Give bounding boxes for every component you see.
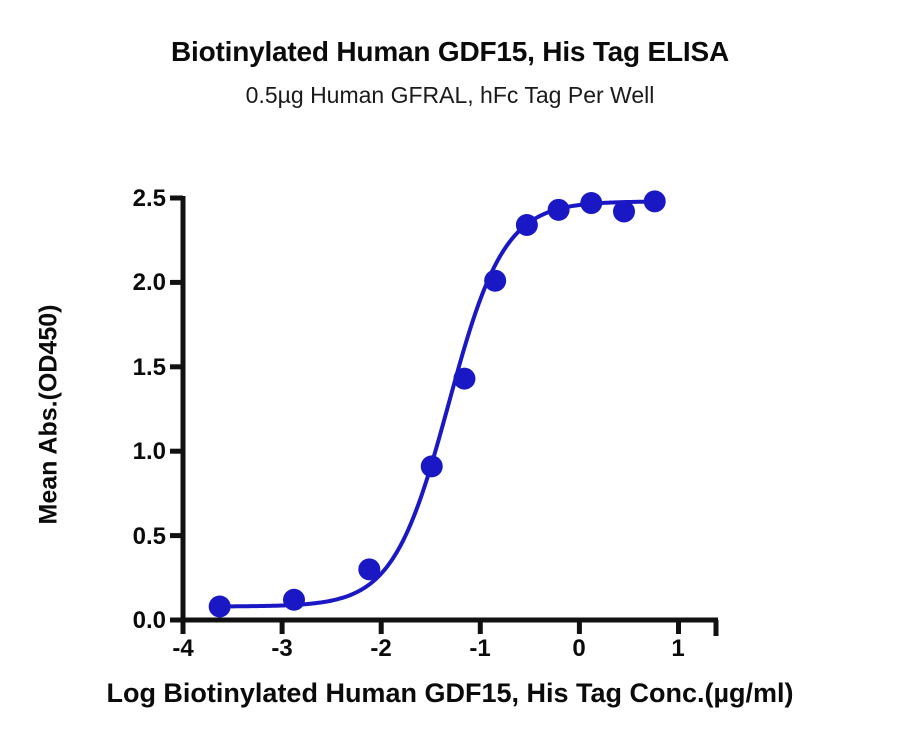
data-point — [358, 558, 381, 581]
x-tick-label--1: -1 — [469, 635, 491, 662]
data-point — [484, 269, 507, 292]
data-point — [453, 367, 476, 390]
data-point — [547, 198, 570, 221]
x-tick-label--3: -3 — [271, 635, 293, 662]
data-point — [515, 214, 538, 237]
x-tick-label--4: -4 — [172, 635, 194, 662]
data-point — [613, 200, 635, 223]
x-tick-label-1: 1 — [671, 635, 685, 662]
y-tick-label-2.5: 2.5 — [132, 185, 166, 212]
data-point-markers — [208, 190, 666, 618]
data-point — [580, 192, 603, 215]
y-tick-label-1.0: 1.0 — [132, 438, 166, 465]
data-point — [282, 588, 305, 611]
y-tick-label-0.0: 0.0 — [132, 607, 166, 634]
x-tick-label--2: -2 — [370, 635, 392, 662]
x-axis-title: Log Biotinylated Human GDF15, His Tag Co… — [106, 678, 794, 708]
y-tick-label-2.0: 2.0 — [132, 269, 166, 296]
axis-lines — [180, 196, 719, 636]
y-tick-label-1.5: 1.5 — [132, 354, 166, 381]
data-point — [643, 190, 666, 213]
fit-curve-line — [217, 199, 657, 609]
y-tick-label-0.5: 0.5 — [132, 523, 166, 550]
chart-subtitle: 0.5µg Human GFRAL, hFc Tag Per Well — [245, 82, 655, 108]
data-point — [420, 455, 443, 478]
x-tick-label-0: 0 — [572, 635, 586, 662]
data-point — [208, 595, 231, 618]
chart-title: Biotinylated Human GDF15, His Tag ELISA — [171, 36, 729, 67]
x-axis-ticks — [180, 620, 681, 634]
